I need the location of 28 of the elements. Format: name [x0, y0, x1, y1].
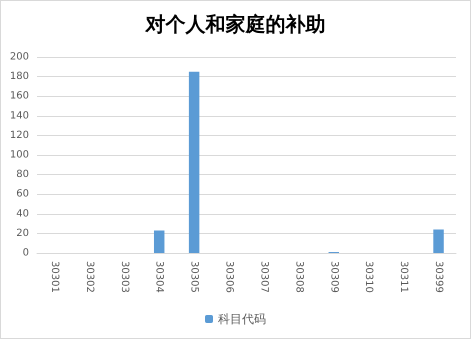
y-tick-label: 160 — [10, 90, 29, 102]
x-tick-label: 30302 — [84, 261, 95, 293]
y-tick-label: 20 — [16, 228, 29, 239]
y-tick-label: 200 — [10, 52, 29, 62]
x-tick-label: 30307 — [258, 261, 270, 293]
x-tick-label: 30301 — [48, 261, 60, 293]
y-tick-label: 0 — [22, 248, 29, 258]
x-tick-label: 30304 — [154, 261, 165, 293]
legend-label: 科目代码 — [218, 312, 266, 326]
chart-title: 对个人和家庭的补助 — [144, 12, 326, 36]
y-tick-label: 100 — [10, 150, 29, 160]
x-tick-label: 30308 — [293, 261, 304, 293]
x-tick-label: 30311 — [398, 261, 410, 293]
bar — [188, 72, 200, 253]
y-tick-label: 60 — [16, 188, 29, 200]
x-tick-label: 30310 — [363, 261, 374, 293]
y-tick-label: 80 — [16, 169, 29, 180]
bar — [154, 230, 164, 253]
y-tick-label: 40 — [16, 208, 29, 220]
x-tick-label: 30399 — [433, 261, 444, 293]
x-tick-label: 30309 — [328, 261, 340, 293]
x-tick-label: 30303 — [118, 261, 130, 293]
y-tick-label: 140 — [10, 110, 29, 122]
y-tick-label: 120 — [10, 130, 29, 141]
y-tick-label: 180 — [10, 71, 29, 82]
x-tick-label: 30305 — [188, 261, 200, 293]
bar — [433, 229, 444, 253]
x-tick-label: 30306 — [224, 261, 235, 293]
